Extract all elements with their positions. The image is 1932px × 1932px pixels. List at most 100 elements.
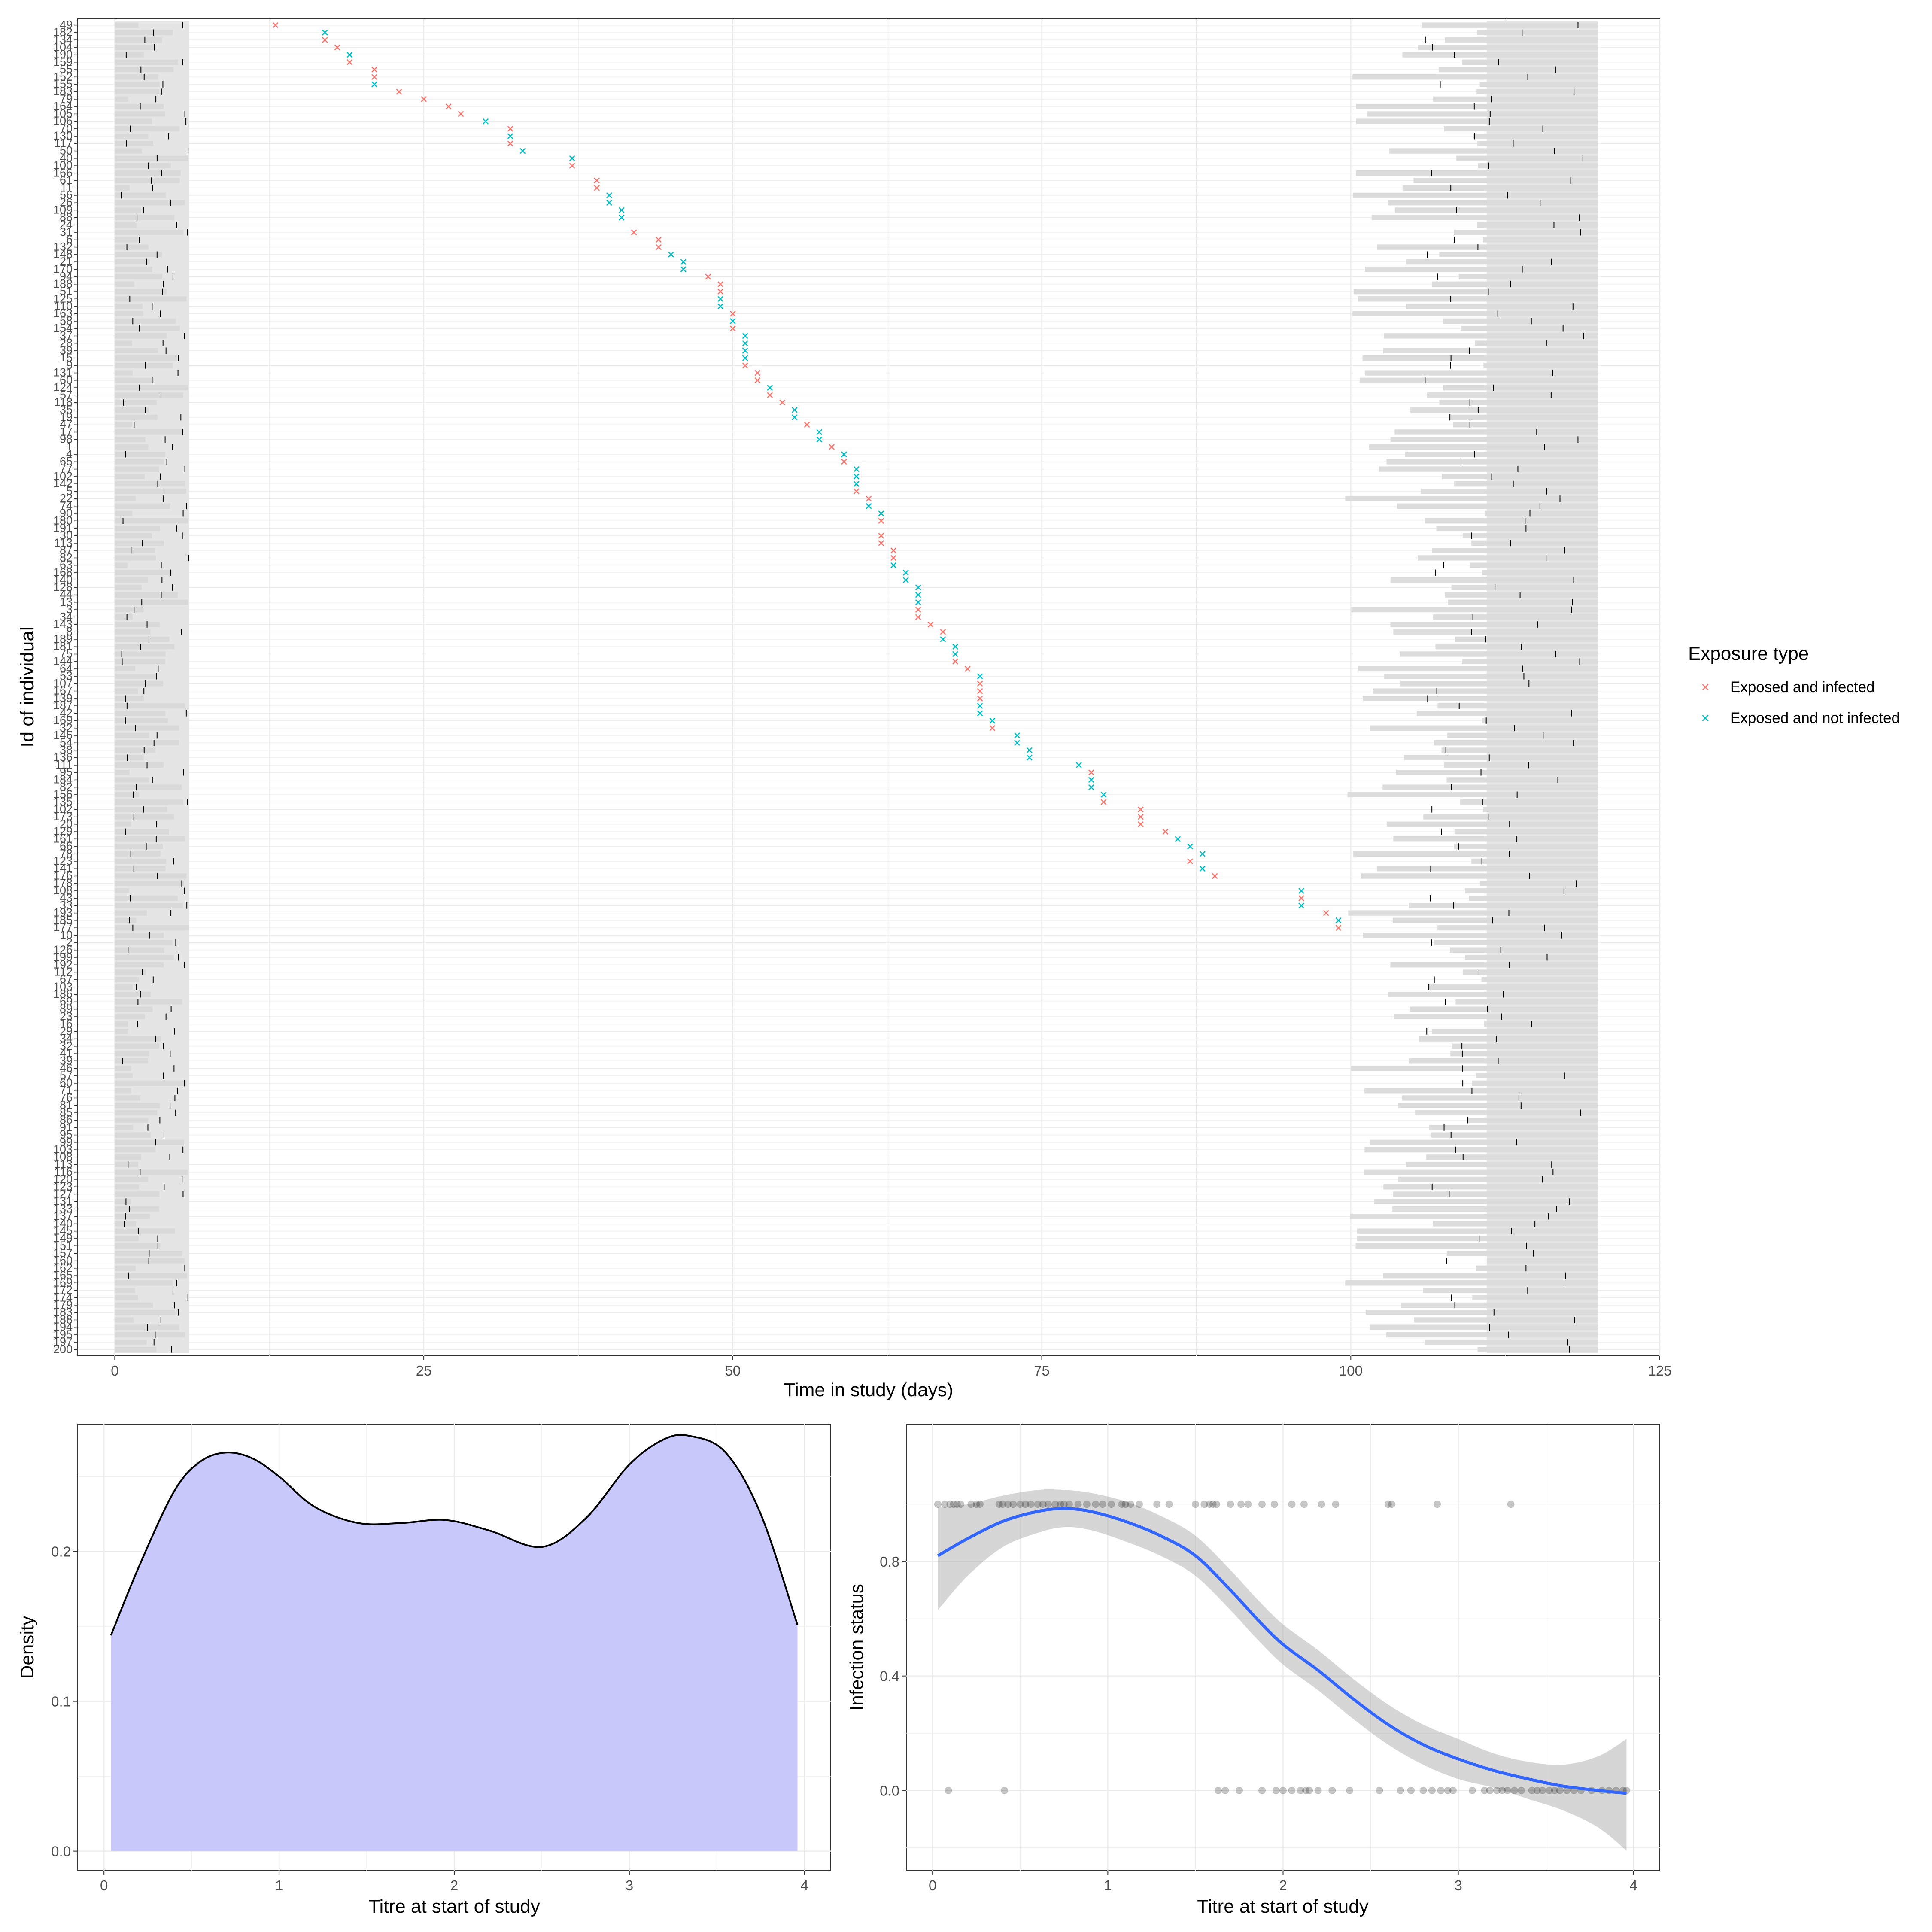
individual-start-bar (115, 873, 186, 878)
individual-end-bar (1383, 348, 1598, 353)
individual-start-bar (115, 400, 157, 405)
individual-start-bar (115, 289, 167, 294)
individual-start-bar (115, 259, 150, 264)
individual-end-bar (1478, 163, 1598, 168)
individual-end-bar (1377, 866, 1598, 871)
individual-end-bar (1353, 193, 1598, 198)
individual-start-bar (115, 829, 169, 834)
individual-start-bar (115, 244, 148, 249)
individual-start-bar (115, 237, 138, 242)
individual-end-bar (1400, 681, 1598, 686)
individual-end-bar (1478, 1347, 1598, 1352)
individual-start-bar (115, 955, 174, 960)
point-status-0 (1376, 1787, 1383, 1794)
individual-start-bar (115, 1199, 131, 1204)
individual-end-bar (1442, 474, 1598, 479)
point-status-1 (1388, 1501, 1395, 1508)
legend-label-infected: Exposed and infected (1730, 679, 1875, 696)
individual-end-bar (1393, 1191, 1598, 1197)
individual-start-bar (115, 984, 132, 990)
individual-end-bar (1357, 1236, 1598, 1241)
individual-end-bar (1388, 200, 1598, 205)
individual-start-bar (115, 969, 146, 975)
point-status-1 (976, 1501, 983, 1508)
individual-start-bar (115, 925, 188, 930)
legend-key-not-infected: × (1701, 710, 1710, 726)
individual-start-bar (115, 74, 158, 79)
individual-end-bar (1425, 518, 1598, 523)
individual-end-bar (1450, 415, 1598, 420)
individual-start-bar (115, 363, 173, 368)
infection-x-tick-label: 4 (1630, 1877, 1637, 1893)
individual-start-bar (115, 711, 165, 716)
infection-y-axis-title: Infection status (846, 1584, 867, 1711)
point-status-1 (1083, 1501, 1090, 1508)
point-status-0 (1222, 1787, 1229, 1794)
individual-end-bar (1450, 1051, 1598, 1056)
individual-start-bar (115, 903, 183, 908)
individual-end-bar (1465, 955, 1598, 960)
individual-start-bar (115, 1236, 139, 1241)
individual-start-bar (115, 437, 145, 442)
individual-end-bar (1487, 1258, 1598, 1263)
individual-start-bar (115, 607, 143, 612)
individual-start-bar (115, 415, 157, 420)
individual-end-bar (1398, 1177, 1598, 1182)
individual-start-bar (115, 733, 149, 738)
individual-start-bar (115, 489, 186, 494)
x-tick-label: 0 (111, 1363, 118, 1379)
density-y-tick-label: 0.0 (51, 1844, 71, 1859)
point-status-1 (1066, 1501, 1073, 1508)
individual-start-bar (115, 940, 172, 945)
individual-end-bar (1422, 22, 1598, 27)
point-status-1 (1027, 1501, 1034, 1508)
individual-start-bar (115, 992, 151, 997)
individual-end-bar (1418, 555, 1598, 560)
individual-start-bar (115, 222, 137, 228)
individual-start-bar (115, 637, 169, 642)
individual-end-bar (1462, 659, 1598, 664)
density-x-axis-title: Titre at start of study (368, 1896, 540, 1917)
individual-start-bar (115, 962, 164, 967)
individual-end-bar (1392, 1206, 1598, 1212)
individual-end-bar (1463, 969, 1598, 975)
individual-start-bar (115, 526, 160, 531)
individual-start-bar (115, 1332, 185, 1337)
individual-end-bar (1431, 1132, 1598, 1137)
individual-end-bar (1390, 962, 1598, 967)
individual-end-bar (1387, 822, 1598, 827)
individual-end-bar (1413, 178, 1598, 183)
point-status-1 (1507, 1501, 1514, 1508)
individual-start-bar (115, 666, 135, 671)
start-shaded-band (115, 21, 189, 1353)
individual-start-bar (115, 622, 160, 627)
individual-end-bar (1389, 148, 1598, 153)
infection-x-tick-label: 3 (1454, 1877, 1462, 1893)
individual-end-bar (1352, 311, 1598, 316)
individual-start-bar (115, 466, 159, 471)
individual-end-bar (1447, 733, 1598, 738)
point-status-0 (1306, 1787, 1313, 1794)
individual-start-bar (115, 1295, 138, 1300)
individual-end-bar (1437, 925, 1598, 930)
x-tick-label: 75 (1034, 1363, 1050, 1379)
individual-end-bar (1445, 592, 1598, 597)
individual-start-bar (115, 378, 154, 383)
individual-start-bar (115, 1317, 134, 1322)
individual-start-bar (115, 1006, 152, 1012)
individual-end-bar (1377, 244, 1598, 249)
individual-end-bar (1402, 52, 1598, 57)
individual-end-bar (1393, 629, 1598, 635)
individual-end-bar (1443, 319, 1598, 324)
point-status-1 (1154, 1501, 1160, 1508)
individual-start-bar (115, 562, 127, 568)
individual-start-bar (115, 1021, 128, 1027)
individual-end-bar (1477, 222, 1598, 228)
individual-end-bar (1453, 422, 1598, 427)
individual-end-bar (1355, 1243, 1598, 1249)
point-status-1 (1259, 1501, 1266, 1508)
individual-start-bar (115, 504, 170, 509)
individual-end-bar (1415, 1110, 1598, 1115)
density-x-tick-label: 3 (626, 1877, 633, 1893)
point-status-0 (1437, 1787, 1444, 1794)
